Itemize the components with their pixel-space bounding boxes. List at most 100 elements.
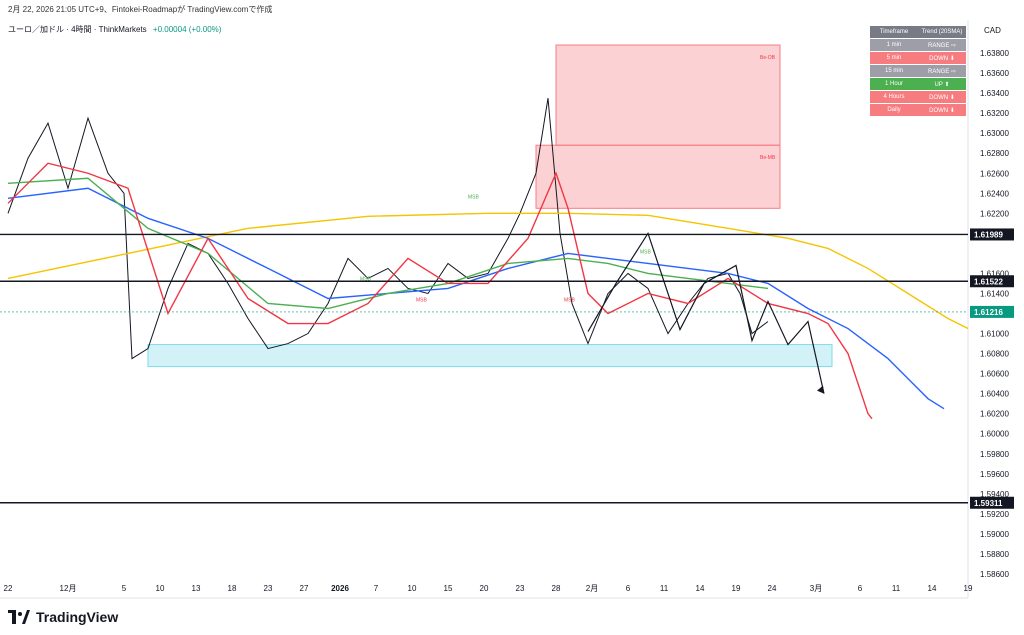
tradingview-logo: TradingView xyxy=(8,609,118,625)
x-tick-label: 19 xyxy=(964,584,973,593)
trend-row: 5 min DOWN ⬇ xyxy=(870,52,966,64)
series-line-projection xyxy=(587,231,825,394)
y-tick-label: 1.61400 xyxy=(980,289,1009,298)
y-tick-label: 1.63600 xyxy=(980,69,1009,78)
x-tick-label: 14 xyxy=(928,584,937,593)
trend-timeframe: 5 min xyxy=(870,52,918,64)
trend-timeframe: Daily xyxy=(870,104,918,116)
series-line-price xyxy=(7,98,769,360)
level-price-tag xyxy=(970,275,1014,288)
zone-rect xyxy=(555,44,781,146)
level-price-label: 1.59311 xyxy=(974,499,1003,508)
y-tick-label: 1.60000 xyxy=(980,430,1009,439)
trend-row: 1 min RANGE ⇨ xyxy=(870,39,966,51)
brand-name: TradingView xyxy=(36,609,119,625)
x-tick-label: 19 xyxy=(732,584,741,593)
trend-timeframe: 1 min xyxy=(870,39,918,51)
y-tick-label: 1.59400 xyxy=(980,490,1009,499)
x-tick-label: 28 xyxy=(552,584,561,593)
y-tick-label: 1.62400 xyxy=(980,189,1009,198)
x-tick-label: 24 xyxy=(768,584,777,593)
chart-caption: 2月 22, 2026 21:05 UTC+9、Fintokei-Roadmap… xyxy=(8,5,273,14)
trend-value: DOWN ⬇ xyxy=(918,104,966,116)
symbol-label: ユーロ／加ドル · 4時間 · ThinkMarkets xyxy=(8,25,147,34)
x-tick-label: 22 xyxy=(4,584,13,593)
x-tick-label: 10 xyxy=(408,584,417,593)
y-tick-label: 1.62600 xyxy=(980,169,1009,178)
trend-value: DOWN ⬇ xyxy=(918,52,966,64)
series-line-yellow xyxy=(7,212,969,330)
x-tick-label: 11 xyxy=(892,584,901,593)
zone-label: Be-MB xyxy=(760,155,776,161)
trend-table-header: Timeframe Trend (20SMA) xyxy=(870,26,966,38)
header-trend: Trend (20SMA) xyxy=(918,26,966,38)
y-tick-label: 1.58600 xyxy=(980,570,1009,579)
y-tick-label: 1.58800 xyxy=(980,550,1009,559)
y-tick-label: 1.60800 xyxy=(980,350,1009,359)
level-price-tag xyxy=(970,228,1014,241)
x-tick-label: 14 xyxy=(696,584,705,593)
x-tick-label: 3月 xyxy=(810,584,822,593)
y-tick-label: 1.63000 xyxy=(980,129,1009,138)
y-tick-label: 1.63200 xyxy=(980,109,1009,118)
level-price-label: 1.61522 xyxy=(974,277,1003,286)
x-tick-label: 6 xyxy=(858,584,863,593)
y-tick-label: 1.59000 xyxy=(980,530,1009,539)
trend-table: Timeframe Trend (20SMA) 1 min RANGE ⇨ 5 mi… xyxy=(870,26,966,117)
x-tick-label: 10 xyxy=(156,584,165,593)
x-tick-label: 23 xyxy=(264,584,273,593)
y-tick-label: 1.59200 xyxy=(980,510,1009,519)
y-tick-label: 1.63800 xyxy=(980,49,1009,58)
projection-arrowhead xyxy=(817,385,824,394)
trend-row: 4 Hours DOWN ⬇ xyxy=(870,91,966,103)
price-change: +0.00004 (+0.00%) xyxy=(152,25,222,34)
x-tick-label: 2月 xyxy=(586,584,598,593)
trend-timeframe: 4 Hours xyxy=(870,91,918,103)
msb-label: MSB xyxy=(564,297,576,303)
trend-row: 15 min RANGE ⇨ xyxy=(870,65,966,77)
trend-value: RANGE ⇨ xyxy=(918,39,966,51)
series-line-blue xyxy=(7,187,945,410)
x-tick-label: 11 xyxy=(660,584,669,593)
y-tick-label: 1.60600 xyxy=(980,370,1009,379)
x-tick-label: 18 xyxy=(228,584,237,593)
trend-value: UP ⬆ xyxy=(918,78,966,90)
y-tick-label: 1.60200 xyxy=(980,410,1009,419)
x-tick-label: 15 xyxy=(444,584,453,593)
y-tick-label: 1.63400 xyxy=(980,89,1009,98)
level-price-label: 1.61216 xyxy=(974,308,1003,317)
x-tick-label: 5 xyxy=(122,584,127,593)
y-tick-label: 1.59600 xyxy=(980,470,1009,479)
msb-label: MSB xyxy=(360,276,372,282)
level-price-tag xyxy=(970,305,1014,318)
currency-label: CAD xyxy=(984,26,1001,35)
header-timeframe: Timeframe xyxy=(870,26,918,38)
zone-rect xyxy=(147,344,833,368)
symbol-legend: ユーロ／加ドル · 4時間 · ThinkMarkets +0.00004 (+… xyxy=(8,24,221,35)
x-tick-label: 12月 xyxy=(60,584,77,593)
trend-timeframe: 1 Hour xyxy=(870,78,918,90)
zone-rect xyxy=(535,144,781,209)
x-tick-label: 20 xyxy=(480,584,489,593)
y-tick-label: 1.61000 xyxy=(980,330,1009,339)
level-price-tag xyxy=(970,496,1014,509)
y-tick-label: 1.61600 xyxy=(980,269,1009,278)
msb-label: MSB xyxy=(640,249,652,255)
trend-row: Daily DOWN ⬇ xyxy=(870,104,966,116)
msb-label: MSB xyxy=(468,194,480,200)
x-tick-label: 23 xyxy=(516,584,525,593)
x-tick-label: 27 xyxy=(300,584,309,593)
msb-label: MSB xyxy=(416,297,428,303)
x-tick-label: 6 xyxy=(626,584,631,593)
y-tick-label: 1.62800 xyxy=(980,149,1009,158)
zone-label: Be-OB xyxy=(760,55,776,61)
trend-value: RANGE ⇨ xyxy=(918,65,966,77)
y-tick-label: 1.62200 xyxy=(980,209,1009,218)
series-line-red xyxy=(7,162,873,420)
x-tick-label: 2026 xyxy=(331,584,349,593)
tradingview-logo-icon xyxy=(8,610,30,624)
x-tick-label: 13 xyxy=(192,584,201,593)
trend-value: DOWN ⬇ xyxy=(918,91,966,103)
y-tick-label: 1.60400 xyxy=(980,390,1009,399)
